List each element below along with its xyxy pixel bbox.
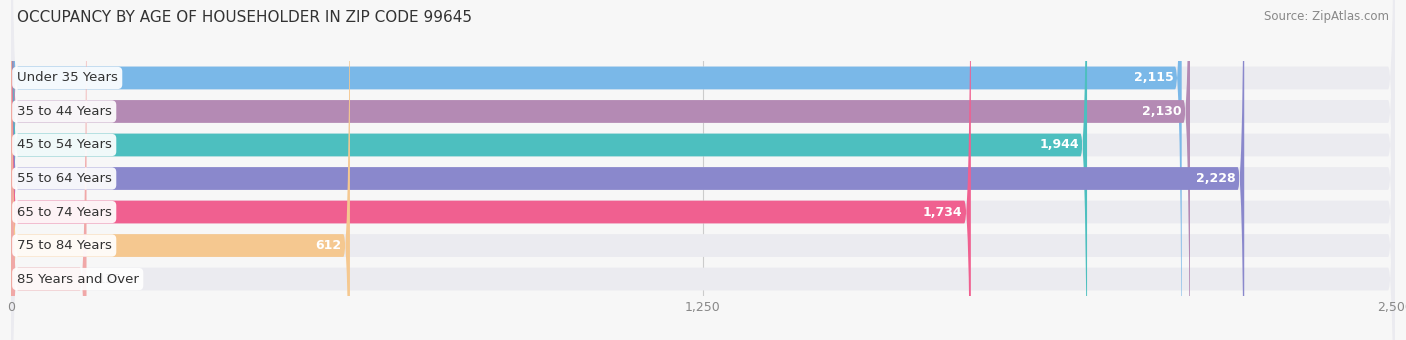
FancyBboxPatch shape	[11, 0, 1395, 340]
FancyBboxPatch shape	[11, 0, 350, 340]
Text: Source: ZipAtlas.com: Source: ZipAtlas.com	[1264, 10, 1389, 23]
Text: 65 to 74 Years: 65 to 74 Years	[17, 205, 111, 219]
Text: Under 35 Years: Under 35 Years	[17, 71, 118, 84]
FancyBboxPatch shape	[11, 0, 1395, 340]
Text: 75 to 84 Years: 75 to 84 Years	[17, 239, 111, 252]
FancyBboxPatch shape	[11, 0, 1181, 340]
Text: 2,228: 2,228	[1197, 172, 1236, 185]
Text: 136: 136	[97, 273, 121, 286]
FancyBboxPatch shape	[11, 0, 1395, 340]
Text: 2,130: 2,130	[1142, 105, 1181, 118]
Text: 1,944: 1,944	[1039, 138, 1078, 152]
FancyBboxPatch shape	[11, 0, 1087, 340]
Text: 612: 612	[315, 239, 342, 252]
FancyBboxPatch shape	[11, 0, 1244, 340]
Text: 1,734: 1,734	[922, 205, 963, 219]
FancyBboxPatch shape	[11, 0, 1395, 340]
Text: 45 to 54 Years: 45 to 54 Years	[17, 138, 111, 152]
FancyBboxPatch shape	[11, 0, 972, 340]
FancyBboxPatch shape	[11, 0, 1395, 340]
FancyBboxPatch shape	[11, 0, 1395, 340]
Text: 85 Years and Over: 85 Years and Over	[17, 273, 139, 286]
Text: 55 to 64 Years: 55 to 64 Years	[17, 172, 111, 185]
FancyBboxPatch shape	[11, 0, 87, 340]
Text: OCCUPANCY BY AGE OF HOUSEHOLDER IN ZIP CODE 99645: OCCUPANCY BY AGE OF HOUSEHOLDER IN ZIP C…	[17, 10, 472, 25]
Text: 2,115: 2,115	[1133, 71, 1174, 84]
FancyBboxPatch shape	[11, 0, 1189, 340]
Text: 35 to 44 Years: 35 to 44 Years	[17, 105, 111, 118]
FancyBboxPatch shape	[11, 0, 1395, 340]
